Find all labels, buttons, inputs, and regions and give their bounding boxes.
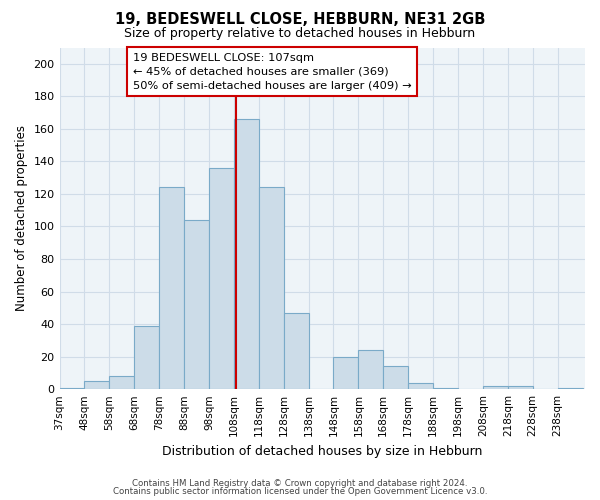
Bar bbox=[259, 188, 284, 389]
Bar bbox=[557, 388, 583, 389]
Bar bbox=[134, 326, 159, 389]
Bar bbox=[159, 188, 184, 389]
Text: 19, BEDESWELL CLOSE, HEBBURN, NE31 2GB: 19, BEDESWELL CLOSE, HEBBURN, NE31 2GB bbox=[115, 12, 485, 28]
Bar bbox=[85, 381, 109, 389]
X-axis label: Distribution of detached houses by size in Hebburn: Distribution of detached houses by size … bbox=[162, 444, 482, 458]
Bar bbox=[408, 382, 433, 389]
Bar bbox=[508, 386, 533, 389]
Text: Size of property relative to detached houses in Hebburn: Size of property relative to detached ho… bbox=[124, 28, 476, 40]
Bar bbox=[483, 386, 508, 389]
Text: 19 BEDESWELL CLOSE: 107sqm
← 45% of detached houses are smaller (369)
50% of sem: 19 BEDESWELL CLOSE: 107sqm ← 45% of deta… bbox=[133, 52, 412, 90]
Text: Contains HM Land Registry data © Crown copyright and database right 2024.: Contains HM Land Registry data © Crown c… bbox=[132, 478, 468, 488]
Bar bbox=[358, 350, 383, 389]
Y-axis label: Number of detached properties: Number of detached properties bbox=[15, 126, 28, 312]
Bar bbox=[59, 388, 85, 389]
Bar bbox=[334, 356, 358, 389]
Bar bbox=[433, 388, 458, 389]
Bar bbox=[184, 220, 209, 389]
Bar bbox=[383, 366, 408, 389]
Bar bbox=[209, 168, 234, 389]
Text: Contains public sector information licensed under the Open Government Licence v3: Contains public sector information licen… bbox=[113, 487, 487, 496]
Bar bbox=[234, 119, 259, 389]
Bar bbox=[284, 312, 308, 389]
Bar bbox=[109, 376, 134, 389]
